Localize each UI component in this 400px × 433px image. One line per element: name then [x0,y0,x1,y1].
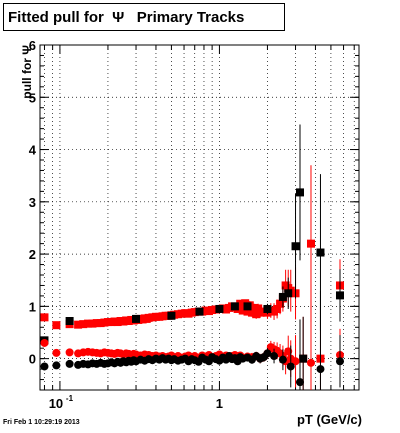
data-point-circle [65,359,74,368]
data-point-square [273,304,282,313]
data-point-square [243,307,252,316]
y-tick-label: 2 [29,247,36,262]
data-point-square [299,354,308,363]
data-point-square [254,304,263,313]
data-point-square [250,303,259,312]
data-point-circle [284,347,293,356]
data-point-circle [291,357,300,366]
y-tick-label: 5 [29,90,36,105]
y-tick-label: 1 [29,299,36,314]
data-point-square [276,299,285,308]
x-tick-label: 1 [216,396,223,411]
x-axis-label: pT (GeV/c) [296,412,362,427]
data-point-square [167,311,176,320]
datestamp: Fri Feb 1 10:29:19 2013 [3,419,80,426]
data-point-square [238,306,247,315]
x-tick-label: 10 [49,396,63,411]
data-point-circle [52,348,61,357]
plot-frame [39,44,360,391]
data-point-square [291,242,300,251]
data-point-square [263,304,272,313]
y-tick-label: 0 [29,352,36,367]
data-point-square [195,307,204,316]
data-point-square [84,319,93,328]
data-point-square [74,320,83,329]
data-point-circle [270,352,279,361]
data-point-square [52,321,61,330]
data-point-square [79,320,88,329]
data-point-square [247,308,256,317]
data-point-square [284,289,293,298]
data-point-circle [316,365,325,374]
data-point-circle [263,349,272,358]
data-point-square [243,302,252,311]
data-point-square [215,304,224,313]
data-point-circle [52,361,61,370]
data-point-circle [286,362,295,371]
y-tick-label: 3 [29,195,36,210]
y-tick-label: 4 [29,143,37,158]
data-point-square [335,291,344,300]
data-point-square [132,314,141,323]
data-point-circle [278,355,287,364]
data-point-square [88,319,97,328]
data-point-circle [65,348,74,357]
data-point-circle [335,357,344,366]
chart-title: Fitted pull for Ψ Primary Tracks [3,3,285,31]
data-point-square [306,239,315,248]
data-point-square [295,188,304,197]
data-point-square [40,313,49,322]
data-point-circle [40,362,49,371]
data-point-square [236,299,245,308]
data-point-circle [306,358,315,367]
data-point-square [230,302,239,311]
data-point-square [316,248,325,257]
y-tick-label: 6 [29,38,36,53]
x-tick-label-exponent: -1 [66,394,74,403]
data-point-square [65,317,74,325]
data-point-circle [40,338,49,347]
data-point-circle [295,378,304,387]
data-point-square [278,292,287,301]
